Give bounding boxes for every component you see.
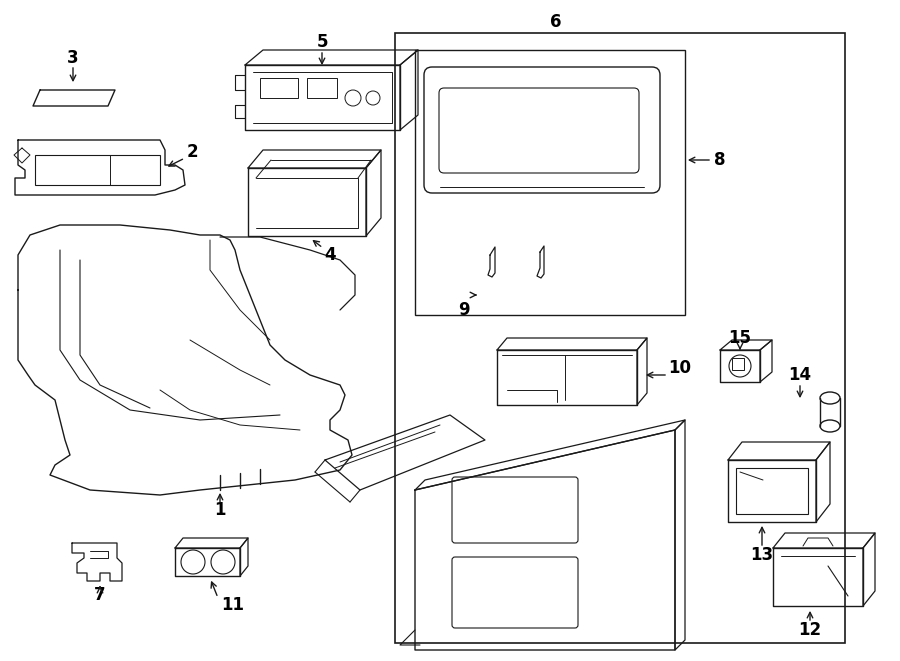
Text: 5: 5 [316,33,328,51]
Text: 1: 1 [214,501,226,519]
Bar [395,33,845,643]
Text: 12: 12 [798,621,822,639]
Text: 9: 9 [458,301,470,319]
Text: 10: 10 [669,359,691,377]
Text: 14: 14 [788,366,812,384]
Text: 4: 4 [324,246,336,264]
Text: 13: 13 [751,546,774,564]
Bar [732,358,744,370]
Text: 11: 11 [221,596,245,614]
Bar [35,155,160,185]
Text: 15: 15 [728,329,752,347]
Bar [415,50,685,315]
Bar [736,468,808,514]
Text: 7: 7 [94,586,106,604]
Text: 6: 6 [550,13,562,31]
Text: 3: 3 [68,49,79,67]
Text: 2: 2 [186,143,198,161]
Bar [260,78,298,98]
Bar [307,78,337,98]
Text: 8: 8 [715,151,725,169]
